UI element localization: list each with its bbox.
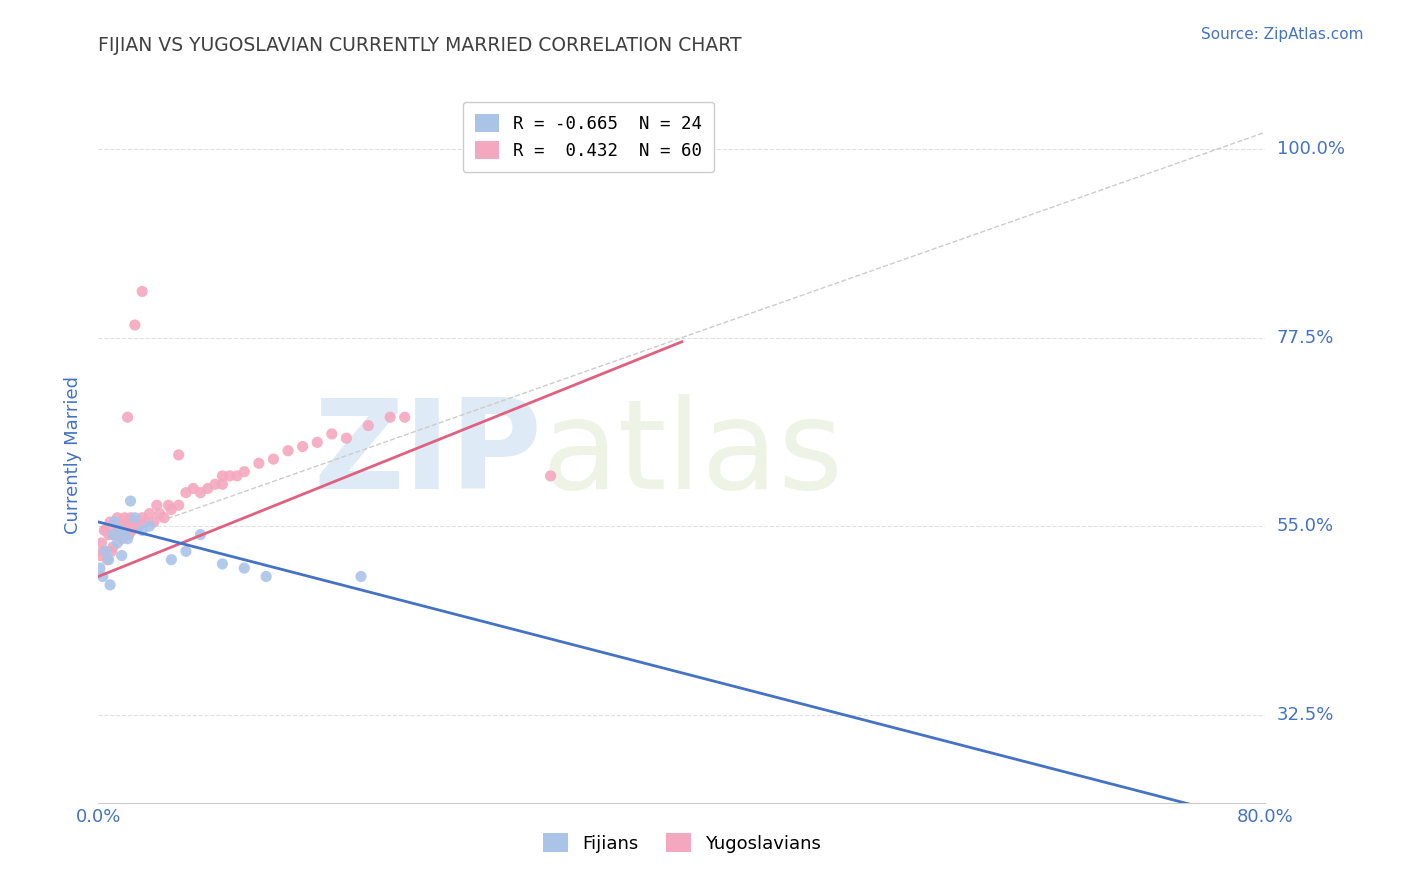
- Text: FIJIAN VS YUGOSLAVIAN CURRENTLY MARRIED CORRELATION CHART: FIJIAN VS YUGOSLAVIAN CURRENTLY MARRIED …: [98, 36, 742, 54]
- Text: 55.0%: 55.0%: [1277, 517, 1334, 535]
- Point: [103, 515, 125, 529]
- Point: [124, 515, 146, 529]
- Point: [233, 465, 256, 479]
- Point: [262, 452, 284, 467]
- Point: [89, 561, 111, 575]
- Point: [93, 524, 115, 538]
- Point: [111, 532, 134, 546]
- Point: [112, 515, 135, 529]
- Point: [181, 482, 204, 496]
- Point: [96, 552, 118, 566]
- Point: [157, 498, 180, 512]
- Y-axis label: Currently Married: Currently Married: [65, 376, 83, 534]
- Point: [97, 552, 120, 566]
- Point: [104, 519, 127, 533]
- Legend: Fijians, Yugoslavians: Fijians, Yugoslavians: [531, 822, 832, 863]
- Text: ZIP: ZIP: [314, 394, 541, 516]
- Point: [120, 494, 142, 508]
- Point: [115, 519, 138, 533]
- Point: [131, 524, 153, 538]
- Text: 77.5%: 77.5%: [1277, 328, 1334, 347]
- Point: [160, 502, 183, 516]
- Point: [174, 544, 197, 558]
- Point: [124, 510, 146, 524]
- Point: [138, 519, 160, 533]
- Point: [142, 515, 165, 529]
- Text: Source: ZipAtlas.com: Source: ZipAtlas.com: [1201, 27, 1364, 42]
- Point: [89, 549, 111, 563]
- Point: [94, 544, 117, 558]
- Point: [117, 515, 139, 529]
- Point: [226, 468, 249, 483]
- Point: [321, 427, 343, 442]
- Point: [357, 418, 380, 433]
- Point: [98, 578, 121, 592]
- Point: [108, 524, 131, 538]
- Point: [254, 569, 277, 583]
- Point: [117, 410, 139, 425]
- Point: [167, 498, 190, 512]
- Point: [174, 485, 197, 500]
- Point: [91, 544, 114, 558]
- Point: [146, 498, 169, 512]
- Point: [153, 510, 176, 524]
- Point: [149, 507, 172, 521]
- Point: [124, 318, 146, 332]
- Point: [204, 477, 226, 491]
- Point: [110, 524, 132, 538]
- Point: [335, 431, 357, 445]
- Point: [111, 549, 134, 563]
- Point: [131, 285, 153, 299]
- Point: [90, 536, 112, 550]
- Point: [117, 532, 139, 546]
- Point: [218, 468, 240, 483]
- Point: [105, 536, 128, 550]
- Point: [120, 510, 142, 524]
- Point: [394, 410, 416, 425]
- Point: [138, 507, 160, 521]
- Point: [114, 510, 136, 524]
- Point: [100, 544, 122, 558]
- Point: [211, 468, 233, 483]
- Point: [233, 561, 256, 575]
- Point: [540, 468, 562, 483]
- Point: [105, 510, 128, 524]
- Point: [91, 569, 114, 583]
- Point: [131, 510, 153, 524]
- Text: atlas: atlas: [541, 394, 844, 516]
- Point: [160, 552, 183, 566]
- Point: [350, 569, 373, 583]
- Point: [114, 527, 136, 541]
- Text: 32.5%: 32.5%: [1277, 706, 1334, 723]
- Point: [101, 540, 124, 554]
- Point: [118, 527, 141, 541]
- Point: [291, 440, 314, 454]
- Point: [190, 527, 212, 541]
- Point: [211, 557, 233, 571]
- Point: [110, 527, 132, 541]
- Text: 100.0%: 100.0%: [1277, 140, 1344, 158]
- Point: [94, 524, 117, 538]
- Point: [307, 435, 329, 450]
- Point: [197, 482, 219, 496]
- Point: [127, 519, 149, 533]
- Point: [277, 443, 299, 458]
- Point: [121, 524, 143, 538]
- Point: [101, 527, 124, 541]
- Point: [380, 410, 402, 425]
- Point: [247, 456, 270, 470]
- Point: [97, 527, 120, 541]
- Point: [991, 825, 1014, 839]
- Point: [134, 515, 156, 529]
- Point: [190, 485, 212, 500]
- Point: [211, 477, 233, 491]
- Point: [98, 515, 121, 529]
- Point: [103, 527, 125, 541]
- Point: [167, 448, 190, 462]
